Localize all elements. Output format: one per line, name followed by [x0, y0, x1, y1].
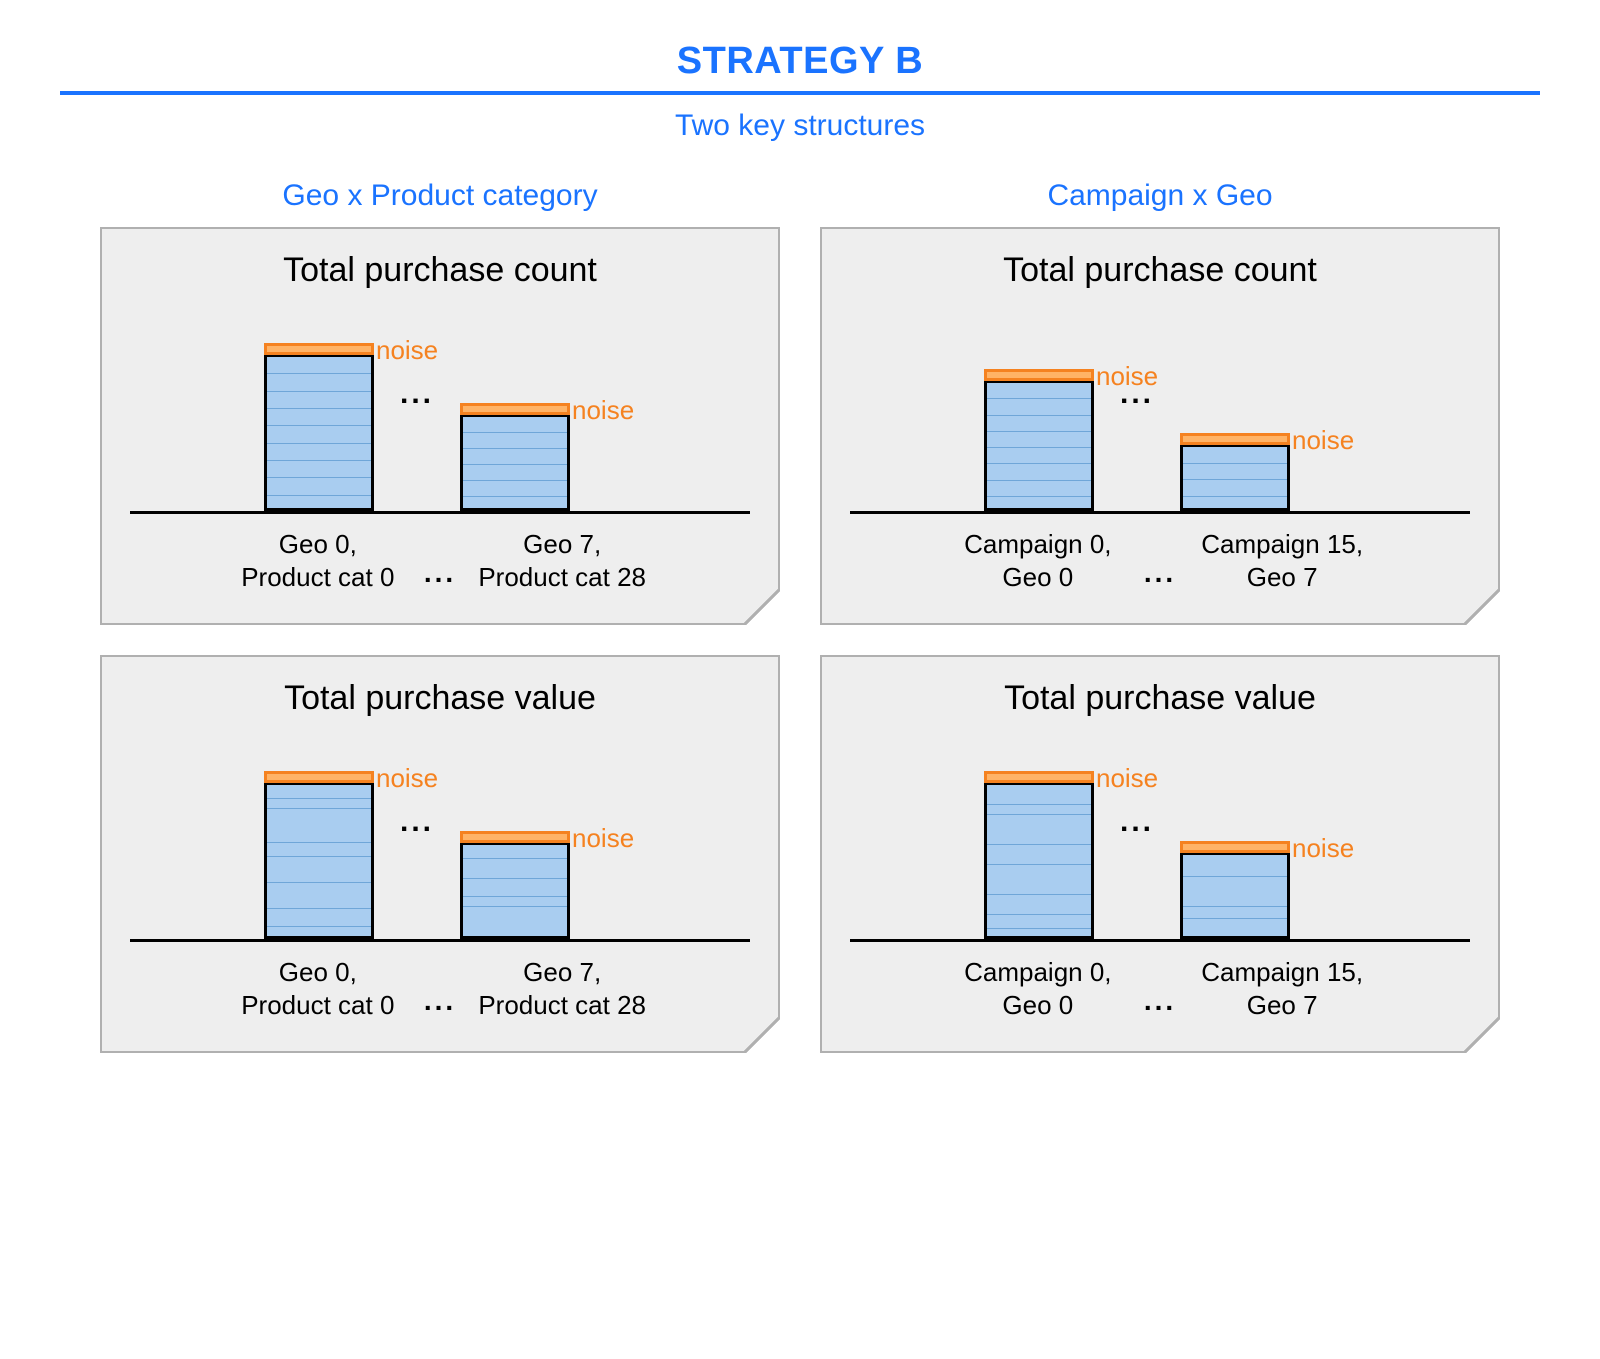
bar-body [1180, 445, 1290, 511]
ellipsis: ... [386, 377, 448, 459]
noise-label: noise [572, 395, 634, 426]
noise-cap [460, 831, 570, 843]
bar-label: Campaign 0,Geo 0 [948, 528, 1128, 593]
ellipsis: ... [1106, 805, 1168, 887]
panel-title: Total purchase value [130, 679, 750, 718]
title-underline [60, 91, 1540, 95]
noise-label: noise [1292, 833, 1354, 864]
chart-panel: Total purchase countnoise...noiseGeo 0,P… [100, 227, 780, 625]
bar-body [1180, 853, 1290, 939]
column: Geo x Product category Total purchase cou… [100, 179, 780, 1083]
bar: noise [1180, 433, 1290, 511]
bar: noise [460, 831, 570, 939]
bar-body [984, 381, 1094, 511]
chart-panel: Total purchase valuenoise...noiseCampaig… [820, 655, 1500, 1053]
noise-label: noise [1096, 763, 1158, 794]
noise-label: noise [376, 335, 438, 366]
bar: noise [460, 403, 570, 511]
bar-body [264, 783, 374, 939]
bar: noise [264, 771, 374, 939]
bar-label: Geo 0,Product cat 0 [228, 528, 408, 593]
bar: noise [1180, 841, 1290, 939]
axis-labels: Campaign 0,Geo 0... Campaign 15,Geo 7 [850, 528, 1470, 593]
noise-cap [1180, 841, 1290, 853]
column: Campaign x Geo Total purchase count noise.… [820, 179, 1500, 1083]
noise-cap [984, 369, 1094, 381]
column-heading: Geo x Product category [100, 179, 780, 213]
bar-body [984, 783, 1094, 939]
noise-cap [460, 403, 570, 415]
chart-panel: Total purchase countnoise...noiseCampaig… [820, 227, 1500, 625]
noise-cap [1180, 433, 1290, 445]
bar-label: Geo 0,Product cat 0 [228, 956, 408, 1021]
bar-body [264, 355, 374, 511]
noise-cap [984, 771, 1094, 783]
page-subtitle: Two key structures [60, 109, 1540, 143]
page-title: STRATEGY B [60, 40, 1540, 83]
bar-body [460, 843, 570, 939]
axis-labels: Geo 0,Product cat 0... Geo 7,Product cat … [130, 956, 750, 1021]
bar-chart: noise...noise [850, 324, 1470, 514]
chart-panel: Total purchase valuenoise...noiseGeo 0,P… [100, 655, 780, 1053]
noise-cap [264, 343, 374, 355]
bar-chart: noise...noise [130, 324, 750, 514]
ellipsis: ... [1140, 985, 1180, 1021]
bar-label: Geo 7,Product cat 28 [472, 528, 652, 593]
noise-label: noise [1292, 425, 1354, 456]
bar-body [460, 415, 570, 511]
bar: noise [984, 771, 1094, 939]
bar-chart: noise...noise [130, 752, 750, 942]
bar-label: Geo 7,Product cat 28 [472, 956, 652, 1021]
ellipsis: ... [420, 985, 460, 1021]
noise-label: noise [376, 763, 438, 794]
ellipsis: ... [420, 557, 460, 593]
column-heading: Campaign x Geo [820, 179, 1500, 213]
bar-label: Campaign 15,Geo 7 [1192, 528, 1372, 593]
bar-label: Campaign 0,Geo 0 [948, 956, 1128, 1021]
panel-title: Total purchase count [850, 251, 1470, 290]
columns-container: Geo x Product category Total purchase cou… [60, 179, 1540, 1083]
bar-label: Campaign 15,Geo 7 [1192, 956, 1372, 1021]
ellipsis: ... [386, 805, 448, 887]
axis-labels: Geo 0,Product cat 0... Geo 7,Product cat … [130, 528, 750, 593]
noise-label: noise [1096, 361, 1158, 392]
bar-chart: noise...noise [850, 752, 1470, 942]
panel-title: Total purchase count [130, 251, 750, 290]
noise-label: noise [572, 823, 634, 854]
axis-labels: Campaign 0,Geo 0... Campaign 15,Geo 7 [850, 956, 1470, 1021]
noise-cap [264, 771, 374, 783]
panel-title: Total purchase value [850, 679, 1470, 718]
bar: noise [264, 343, 374, 511]
ellipsis: ... [1140, 557, 1180, 593]
bar: noise [984, 369, 1094, 511]
